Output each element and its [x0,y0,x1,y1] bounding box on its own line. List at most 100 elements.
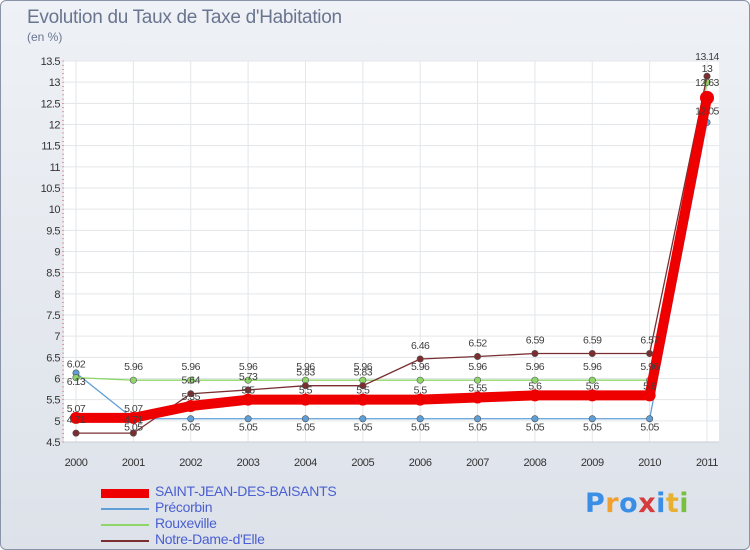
data-point [586,389,599,402]
data-label: 5.05 [640,422,659,434]
data-label: 5.64 [182,375,201,387]
series-line [71,92,712,423]
data-point [643,389,656,402]
series-line [75,75,708,434]
data-point [474,376,482,384]
y-tick-label: 9 [54,247,60,259]
data-point [359,382,367,390]
data-label: 5.05 [583,422,602,434]
data-point [72,429,80,437]
x-tick-label: 2006 [409,457,432,469]
logo-letter: t [665,488,680,519]
data-point [127,411,140,424]
data-point [416,415,424,423]
x-tick-label: 2007 [466,457,489,469]
data-label: 5.05 [296,422,315,434]
data-label: 5.5 [414,385,428,397]
data-label: 5.05 [468,422,487,434]
data-label: 5.6 [643,380,657,392]
data-point [244,376,252,384]
data-point [244,386,252,394]
y-tick-label: 12 [49,120,61,132]
x-tick-label: 2002 [179,457,202,469]
data-label: 5.96 [354,361,373,373]
data-label: 5.6 [586,380,600,392]
x-tick-label: 2001 [122,457,145,469]
data-label: 5.96 [640,361,659,373]
data-label: 5.96 [468,361,487,373]
chart-title: Evolution du Taux de Taxe d'Habitation [27,7,342,28]
x-tick-label: 2003 [237,457,260,469]
data-label: 6.02 [67,359,86,371]
data-point [187,376,195,384]
data-label: 4.71 [67,414,86,426]
y-tick-label: 7.5 [46,310,60,322]
data-point [471,391,484,404]
data-point [187,415,195,423]
y-tick-label: 8.5 [46,268,60,280]
data-point [414,393,427,406]
logo-letter: x [638,488,657,519]
data-label: 5.96 [182,361,201,373]
series-line [75,121,708,420]
data-point [356,393,369,406]
data-label: 5.96 [583,361,602,373]
legend-swatch [101,524,149,526]
y-tick-label: 13 [49,77,61,89]
data-point [301,382,309,390]
data-label: 4.71 [124,414,143,426]
legend-swatch [101,540,149,542]
data-label: 5.83 [296,367,315,379]
x-tick-label: 2004 [294,457,317,469]
y-tick-label: 6 [54,374,60,386]
data-point [416,376,424,384]
data-label: 5.5 [356,385,370,397]
data-point [301,415,309,423]
series-line [75,81,708,381]
data-label: 5.35 [182,391,201,403]
data-label: 5.05 [182,422,201,434]
data-point [129,429,137,437]
y-tick-label: 4.5 [46,437,60,449]
logo-letter: i [679,488,690,519]
logo-letter: o [619,488,639,519]
data-point [72,374,80,382]
data-label: 5.5 [299,385,313,397]
data-point [588,350,596,358]
data-label: 5.96 [239,361,258,373]
data-label: 5.05 [526,422,545,434]
data-point [70,411,82,424]
data-label: 5.05 [239,422,258,434]
data-label: 12.05 [695,105,719,117]
y-tick-label: 12.5 [41,98,61,110]
data-label: 13 [702,63,713,75]
logo-letter: r [605,488,620,519]
data-label: 6.59 [583,335,602,347]
unit-label: (en %) [27,30,63,44]
data-label: 5.05 [354,422,373,434]
data-point [416,355,424,363]
y-tick-label: 8 [54,289,60,301]
logo-letter: P [585,488,606,519]
data-label: 5.96 [124,361,143,373]
data-label: 5.05 [124,422,143,434]
data-point [474,352,482,360]
y-tick-label: 5.5 [46,395,60,407]
data-label: 5.6 [528,380,542,392]
data-point [646,350,654,358]
data-point [531,415,539,423]
y-tick-label: 11 [50,162,61,174]
x-tick-label: 2000 [65,457,88,469]
data-point [528,389,541,402]
y-tick-label: 5 [54,416,60,428]
data-label: 5.96 [411,361,430,373]
legend-swatch [101,489,149,498]
data-point [703,72,711,80]
y-tick-label: 11.5 [41,141,60,153]
data-point [187,390,195,398]
data-point [242,393,255,406]
legend-label: Précorbin [155,499,213,515]
data-label: 5.96 [296,361,315,373]
data-point [244,415,252,423]
